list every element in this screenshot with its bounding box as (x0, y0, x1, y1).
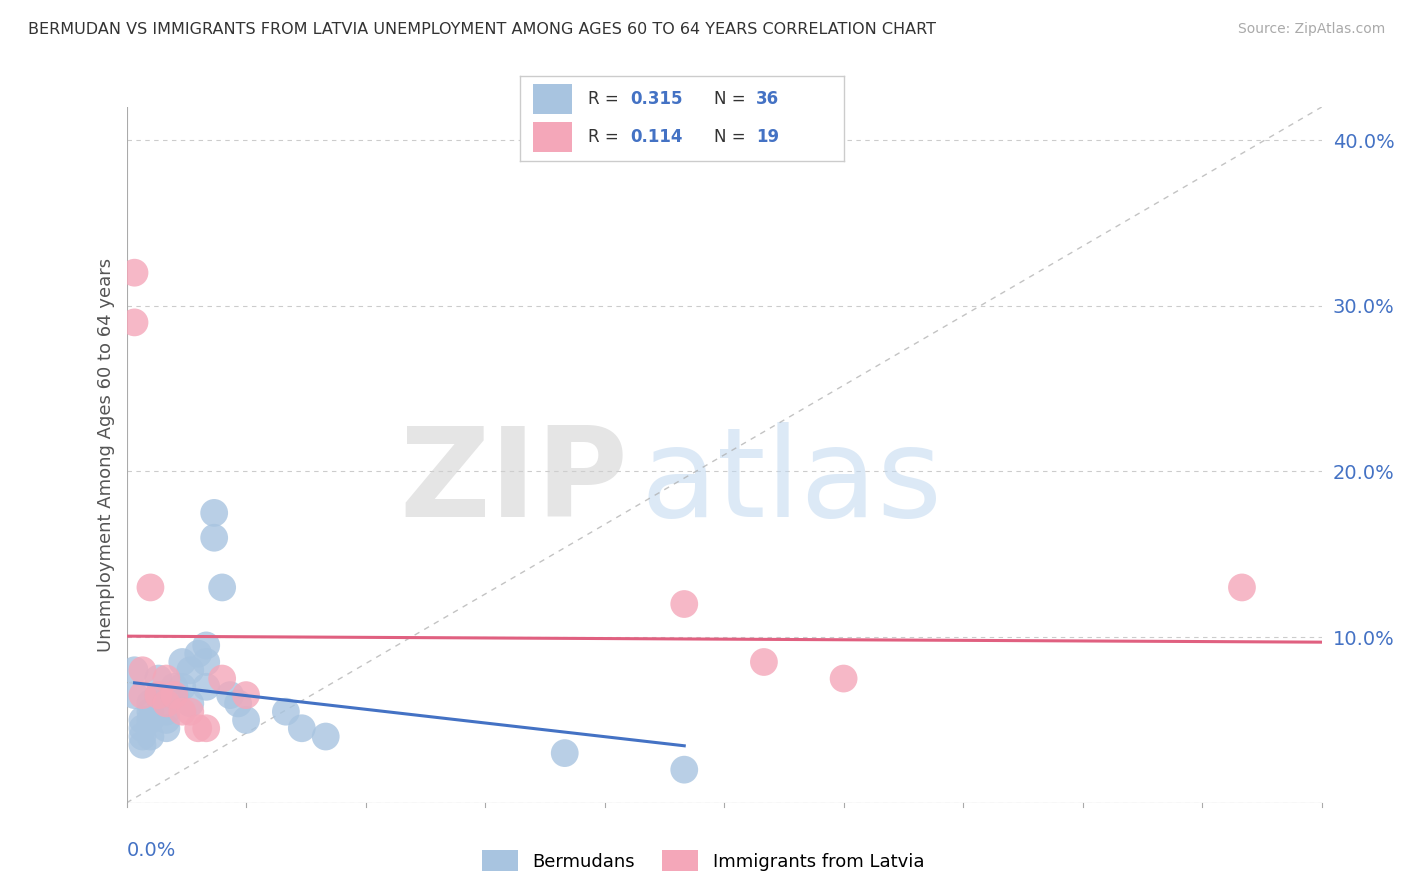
Point (124, 663, 146, 677)
Text: Source: ZipAtlas.com: Source: ZipAtlas.com (1237, 22, 1385, 37)
Point (195, 639, 218, 653)
Point (148, 688, 170, 702)
Point (187, 721, 209, 735)
Point (226, 697, 249, 711)
Point (139, 713, 162, 727)
FancyBboxPatch shape (533, 122, 572, 152)
Y-axis label: Unemployment Among Ages 60 to 64 years: Unemployment Among Ages 60 to 64 years (97, 258, 115, 652)
Text: 0.315: 0.315 (630, 90, 683, 108)
Point (155, 672, 177, 686)
Point (219, 688, 242, 702)
Point (163, 688, 186, 702)
FancyBboxPatch shape (533, 85, 572, 114)
Point (315, 730, 337, 744)
Point (131, 738, 153, 752)
Point (202, 506, 225, 520)
Point (139, 705, 162, 719)
Point (235, 713, 257, 727)
Point (179, 705, 201, 719)
Point (195, 721, 218, 735)
Point (274, 705, 297, 719)
Text: BERMUDAN VS IMMIGRANTS FROM LATVIA UNEMPLOYMENT AMONG AGES 60 TO 64 YEARS CORREL: BERMUDAN VS IMMIGRANTS FROM LATVIA UNEMP… (28, 22, 936, 37)
Point (155, 721, 177, 735)
Text: N =: N = (714, 90, 751, 108)
Text: 19: 19 (756, 128, 779, 145)
Text: 36: 36 (756, 90, 779, 108)
Point (211, 581, 233, 595)
Point (172, 680, 194, 694)
Point (131, 721, 153, 735)
Point (124, 688, 146, 702)
Text: 0.114: 0.114 (630, 128, 683, 145)
Point (163, 680, 186, 694)
Point (131, 713, 153, 727)
Text: R =: R = (588, 90, 624, 108)
Point (1230, 581, 1253, 595)
Text: atlas: atlas (640, 422, 942, 543)
Point (195, 655, 218, 669)
Point (673, 763, 696, 777)
Point (202, 531, 225, 545)
Point (155, 697, 177, 711)
Point (179, 697, 201, 711)
Text: 0.0%: 0.0% (127, 841, 176, 860)
Point (752, 655, 775, 669)
Point (124, 266, 146, 280)
Text: N =: N = (714, 128, 751, 145)
Point (211, 672, 233, 686)
Point (131, 688, 153, 702)
Point (235, 688, 257, 702)
Point (195, 680, 218, 694)
Point (124, 315, 146, 329)
Point (131, 730, 153, 744)
Point (172, 655, 194, 669)
Point (148, 688, 170, 702)
Point (139, 730, 162, 744)
Point (172, 705, 194, 719)
Point (291, 721, 314, 735)
Point (554, 746, 576, 760)
Point (155, 713, 177, 727)
Point (139, 697, 162, 711)
Point (832, 672, 855, 686)
Point (163, 688, 186, 702)
Point (139, 581, 162, 595)
Text: ZIP: ZIP (399, 422, 628, 543)
Point (673, 597, 696, 611)
Point (179, 663, 201, 677)
Point (155, 705, 177, 719)
Point (131, 663, 153, 677)
Legend: Bermudans, Immigrants from Latvia: Bermudans, Immigrants from Latvia (475, 843, 931, 879)
Point (148, 672, 170, 686)
Point (187, 647, 209, 661)
Text: R =: R = (588, 128, 624, 145)
